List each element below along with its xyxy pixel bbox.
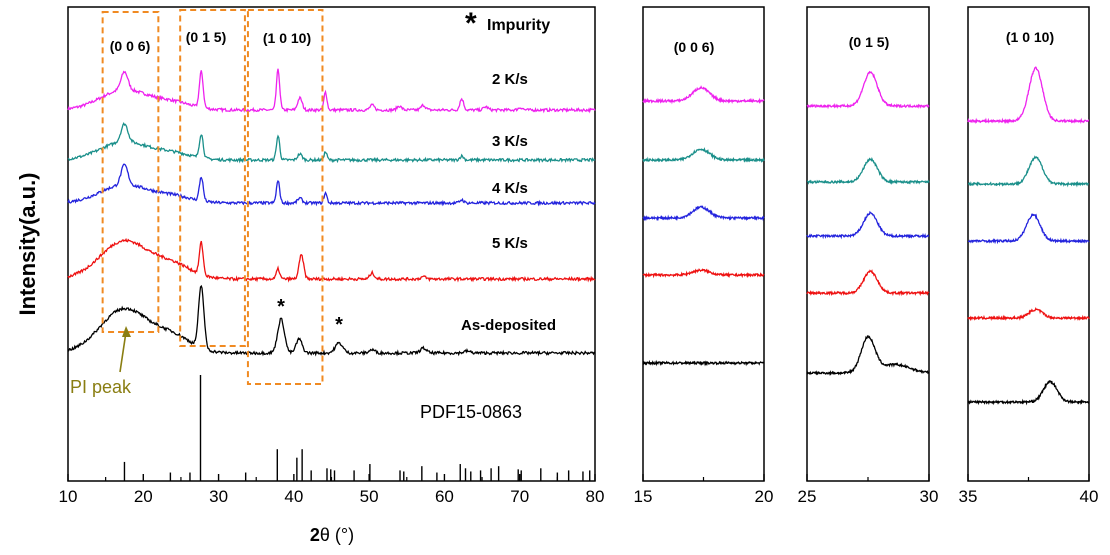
zoom-006-frame xyxy=(642,6,765,482)
zoom-series-line xyxy=(806,335,930,377)
main-peak-label-006: (0 0 6) xyxy=(110,38,150,54)
peak-region-box xyxy=(179,9,246,347)
zoom-series-line xyxy=(806,210,930,240)
zoom-1010-frame xyxy=(967,6,1090,482)
peak-region-boxes xyxy=(101,9,324,385)
zoom-series-line xyxy=(806,70,930,110)
series-label-5ks: 5 K/s xyxy=(492,235,528,252)
zoom-series-line xyxy=(642,205,765,222)
zoom-x-tick-label: 40 xyxy=(1080,487,1099,506)
zoom-x-tick-label: 25 xyxy=(798,487,817,506)
zoom-series-line xyxy=(642,85,765,105)
zoom-series-line xyxy=(806,156,930,185)
zoom-006-title: (0 0 6) xyxy=(674,39,714,55)
main-peak-label-1010: (1 0 10) xyxy=(263,30,311,46)
main-series-line xyxy=(67,284,596,357)
impurity-legend-text: Impurity xyxy=(487,17,550,34)
x-axis-label: 2θ (°) xyxy=(310,525,354,545)
zoom-1010-title: (1 0 10) xyxy=(1006,29,1054,45)
x-tick-label: 60 xyxy=(435,487,454,506)
main-series-line xyxy=(67,121,596,164)
zoom-015-title: (0 1 5) xyxy=(849,34,889,50)
pi-peak-annotation: PI peak xyxy=(70,377,132,397)
x-tick-label: 10 xyxy=(59,487,78,506)
series-label-as-deposited: As-deposited xyxy=(461,317,556,334)
reference-sticks xyxy=(123,375,591,481)
main-series-line xyxy=(67,163,596,207)
impurity-mark: * xyxy=(277,296,285,318)
x-tick-label: 20 xyxy=(134,487,153,506)
zoom-015-frame xyxy=(806,6,930,482)
zoom-x-tick-label: 30 xyxy=(920,487,939,506)
main-series-line xyxy=(67,237,596,283)
zoom-series-line xyxy=(967,307,1090,322)
zoom-series-line xyxy=(967,213,1090,245)
peak-region-box xyxy=(246,9,324,385)
series-label-3ks: 3 K/s xyxy=(492,133,528,150)
main-series-line xyxy=(67,68,596,114)
x-tick-label: 40 xyxy=(284,487,303,506)
peak-region-box xyxy=(101,11,160,333)
x-tick-label: 30 xyxy=(209,487,228,506)
x-tick-label: 70 xyxy=(510,487,529,506)
series-label-2ks: 2 K/s xyxy=(492,71,528,88)
zoom-series-line xyxy=(642,268,765,279)
zoom-series-line xyxy=(967,379,1090,406)
zoom-x-tick-label: 15 xyxy=(634,487,653,506)
zoom-series-line xyxy=(967,155,1090,188)
impurity-legend-symbol: * xyxy=(465,7,477,40)
zoom-series-line xyxy=(642,146,765,163)
main-curves xyxy=(67,68,596,357)
zoom-series-line xyxy=(806,269,930,297)
main-peak-label-015: (0 1 5) xyxy=(186,29,226,45)
main-x-ticks: 10 20 30 40 50 60 70 80 xyxy=(59,474,605,506)
zoom-series-line xyxy=(967,66,1090,125)
zoom-curves: 15 20 25 30 35 40 xyxy=(634,66,1099,506)
x-tick-label: 80 xyxy=(586,487,605,506)
zoom-x-tick-label: 20 xyxy=(755,487,774,506)
series-label-4ks: 4 K/s xyxy=(492,180,528,197)
pi-peak-arrow-line xyxy=(119,331,127,373)
impurity-mark: * xyxy=(335,314,343,336)
x-tick-label: 50 xyxy=(360,487,379,506)
zoom-series-line xyxy=(642,359,765,367)
reference-label: PDF15-0863 xyxy=(420,402,522,422)
zoom-x-tick-label: 35 xyxy=(959,487,978,506)
y-axis-label: Intensity(a.u.) xyxy=(15,172,40,315)
pi-peak-arrowhead xyxy=(122,326,131,337)
